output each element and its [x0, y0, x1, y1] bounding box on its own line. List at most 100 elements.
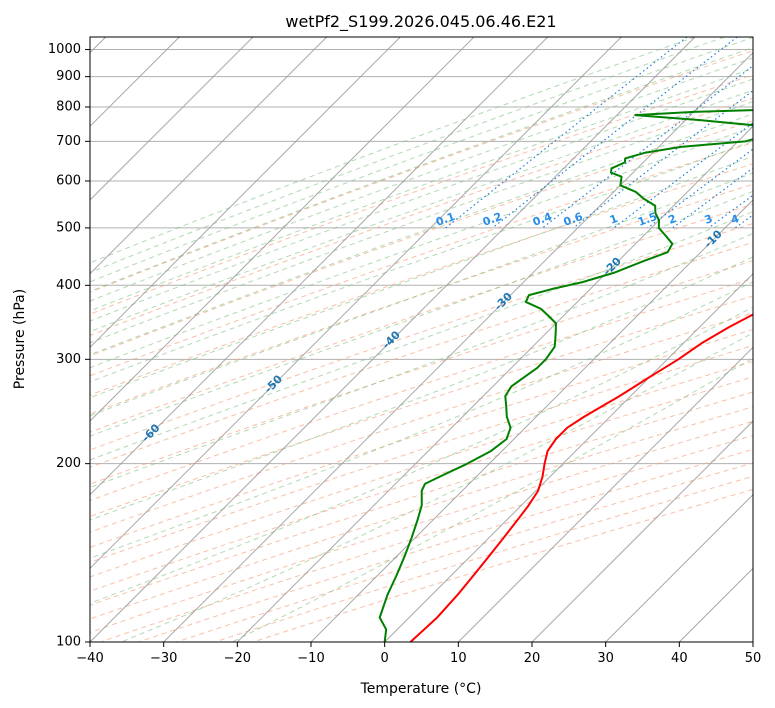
moist-adiabat: [90, 190, 753, 437]
isotherm: [678, 567, 753, 642]
temperature-profile-line: [409, 313, 753, 642]
dry-adiabat: [90, 360, 753, 578]
chart-title: wetPf2_S199.2026.045.06.46.E21: [285, 12, 556, 32]
dry-adiabat: [90, 50, 753, 293]
y-tick-label: 400: [56, 278, 81, 293]
dry-adiabat: [90, 328, 753, 548]
mixing-ratio-lines: [445, 37, 753, 229]
isotherm-label: -30: [492, 290, 515, 313]
mixing-ratio-line: [613, 122, 753, 229]
mixing-ratio-label: 6: [768, 212, 775, 227]
moist-adiabat: [90, 57, 753, 302]
y-axis-label: Pressure (hPa): [12, 289, 28, 389]
moist-adiabat: [90, 210, 753, 461]
dry-adiabat: [90, 391, 753, 606]
dry-adiabat: [138, 448, 753, 642]
moist-adiabat: [90, 172, 753, 417]
moist-adiabat: [90, 113, 753, 356]
moist-adiabat: [90, 101, 753, 344]
isotherm: [163, 51, 753, 642]
y-tick-label: 300: [56, 352, 81, 367]
mixing-ratio-line: [542, 65, 753, 229]
mixing-ratio-line: [672, 167, 753, 229]
x-tick-label: 10: [450, 651, 467, 666]
plot-area: -100-90-80-70-60-50-40-30-20-10010203040…: [13, 37, 775, 642]
x-axis-ticks: −40 −30 −20 −10 0 10 20 30 40 50: [76, 642, 761, 666]
isotherm: [384, 272, 753, 642]
dry-adiabat: [90, 241, 753, 468]
x-tick-label: 40: [671, 651, 688, 666]
dry-adiabat: [90, 142, 753, 377]
mixing-ratio-line: [572, 89, 753, 229]
moist-adiabat: [232, 357, 753, 642]
mixing-ratio-line: [708, 194, 753, 229]
dry-adiabat: [90, 277, 753, 501]
isotherm-label: -10: [702, 227, 725, 250]
dry-adiabat: [90, 97, 753, 336]
x-tick-label: −40: [76, 651, 103, 666]
moist-adiabat: [121, 332, 753, 642]
moist-adiabat: [90, 47, 753, 292]
y-tick-label: 800: [56, 99, 81, 114]
x-tick-label: 30: [597, 651, 614, 666]
sounding-profiles: [378, 109, 753, 642]
isotherm-label: -70: [13, 474, 36, 497]
moist-adiabat: [90, 140, 753, 383]
isotherm: [90, 37, 401, 349]
isotherm: [90, 37, 622, 570]
mixing-ratio-labels: 0.10.20.40.611.52346810131620253036: [434, 210, 775, 229]
moist-adiabat: [90, 256, 753, 521]
isotherm: [90, 37, 328, 275]
isotherm: [236, 125, 753, 642]
isotherm: [310, 199, 753, 642]
x-tick-label: 50: [745, 651, 762, 666]
y-tick-label: 200: [56, 456, 81, 471]
plot-frame: [89, 36, 754, 643]
x-axis-label: Temperature (°C): [360, 681, 482, 697]
mixing-ratio-line: [445, 37, 688, 229]
mixing-ratio-label: 0.4: [531, 210, 554, 229]
isotherm: [90, 37, 475, 422]
x-tick-label: −10: [297, 651, 324, 666]
mixing-ratio-label: 1.5: [636, 210, 659, 229]
x-tick-label: −20: [224, 651, 251, 666]
dry-adiabat: [90, 74, 753, 315]
mixing-ratio-label: 2: [666, 212, 678, 227]
isotherm-label: -50: [262, 372, 285, 395]
pressure-gridlines: [90, 49, 753, 642]
y-tick-label: 900: [56, 69, 81, 84]
mixing-ratio-label: 1: [608, 212, 620, 227]
isotherm: [90, 37, 549, 496]
isotherm: [752, 641, 753, 642]
dry-adiabat: [176, 462, 753, 642]
dry-adiabat: [252, 488, 753, 642]
dry-adiabat: [90, 420, 753, 633]
dry-adiabat: [90, 222, 753, 451]
y-tick-label: 100: [56, 635, 81, 650]
y-tick-label: 600: [56, 173, 81, 188]
mixing-ratio-label: 0.1: [434, 210, 457, 229]
isotherm: [90, 37, 254, 201]
mixing-ratio-label: 3: [703, 212, 715, 227]
moist-adiabat: [90, 37, 753, 283]
mixing-ratio-label: 0.2: [481, 210, 504, 229]
isotherm: [531, 420, 753, 642]
isotherm: [90, 37, 696, 642]
x-tick-label: 20: [524, 651, 541, 666]
mixing-ratio-line: [647, 148, 753, 229]
dry-adiabat: [100, 434, 753, 642]
moist-adiabat: [90, 67, 753, 312]
y-axis-ticks: 100 200 300 400 500 600 700 800 900 1000: [48, 42, 90, 650]
moist-adiabat: [90, 89, 753, 333]
mixing-ratio-label: 4: [729, 212, 741, 227]
moist-adiabat: [90, 37, 696, 264]
mixing-ratio-label: 0.6: [562, 210, 585, 229]
y-tick-label: 1000: [48, 42, 81, 57]
isotherm: [457, 346, 753, 642]
y-tick-label: 500: [56, 220, 81, 235]
skewed-isotherms: [90, 37, 753, 642]
dry-adiabat: [90, 163, 753, 396]
x-tick-label: −30: [150, 651, 177, 666]
isotherm: [605, 493, 753, 642]
